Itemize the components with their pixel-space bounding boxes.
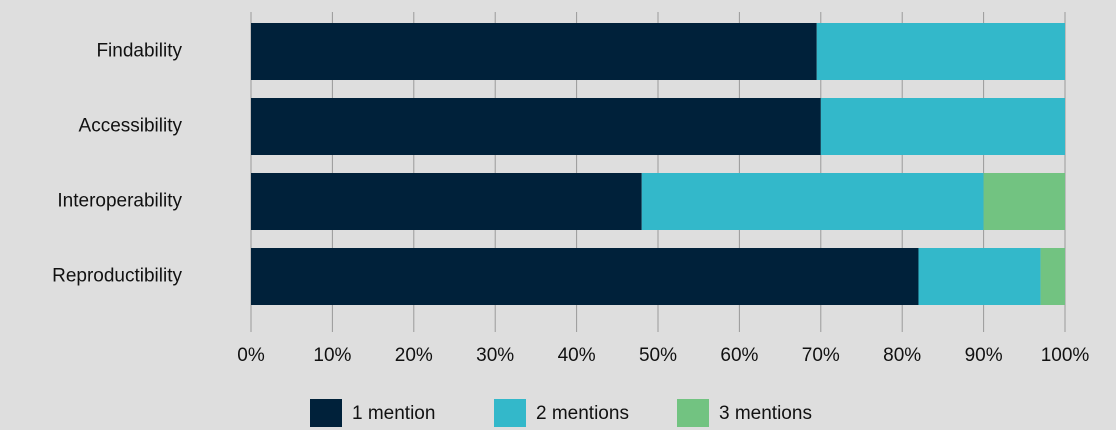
x-tick-label: 80% [883, 345, 921, 366]
legend-swatch [494, 399, 526, 427]
legend-label: 3 mentions [719, 403, 812, 424]
bar-segment [918, 248, 1041, 305]
legend-label: 2 mentions [536, 403, 629, 424]
bar-segment [1040, 248, 1065, 305]
x-tick-label: 50% [639, 345, 677, 366]
x-tick-label: 30% [476, 345, 514, 366]
bar-segment [816, 23, 1065, 80]
bar-segment [251, 98, 821, 155]
x-tick-label: 60% [720, 345, 758, 366]
x-tick-label: 90% [965, 345, 1003, 366]
x-tick-label: 70% [802, 345, 840, 366]
x-tick-label: 40% [558, 345, 596, 366]
y-tick-label: Accessibility [79, 116, 183, 137]
x-tick-label: 0% [237, 345, 265, 366]
bar-segment [641, 173, 984, 230]
x-tick-label: 20% [395, 345, 433, 366]
x-tick-label: 10% [313, 345, 351, 366]
bar-segment [251, 23, 817, 80]
bar-segment [251, 173, 642, 230]
bar-segment [820, 98, 1065, 155]
y-tick-label: Reproductibility [52, 266, 182, 287]
bar-segment [251, 248, 919, 305]
legend-swatch [677, 399, 709, 427]
bar-segment [983, 173, 1065, 230]
y-tick-label: Findability [96, 41, 182, 62]
x-tick-label: 100% [1041, 345, 1090, 366]
y-tick-label: Interoperability [57, 191, 182, 212]
legend-swatch [310, 399, 342, 427]
legend-label: 1 mention [352, 403, 435, 424]
